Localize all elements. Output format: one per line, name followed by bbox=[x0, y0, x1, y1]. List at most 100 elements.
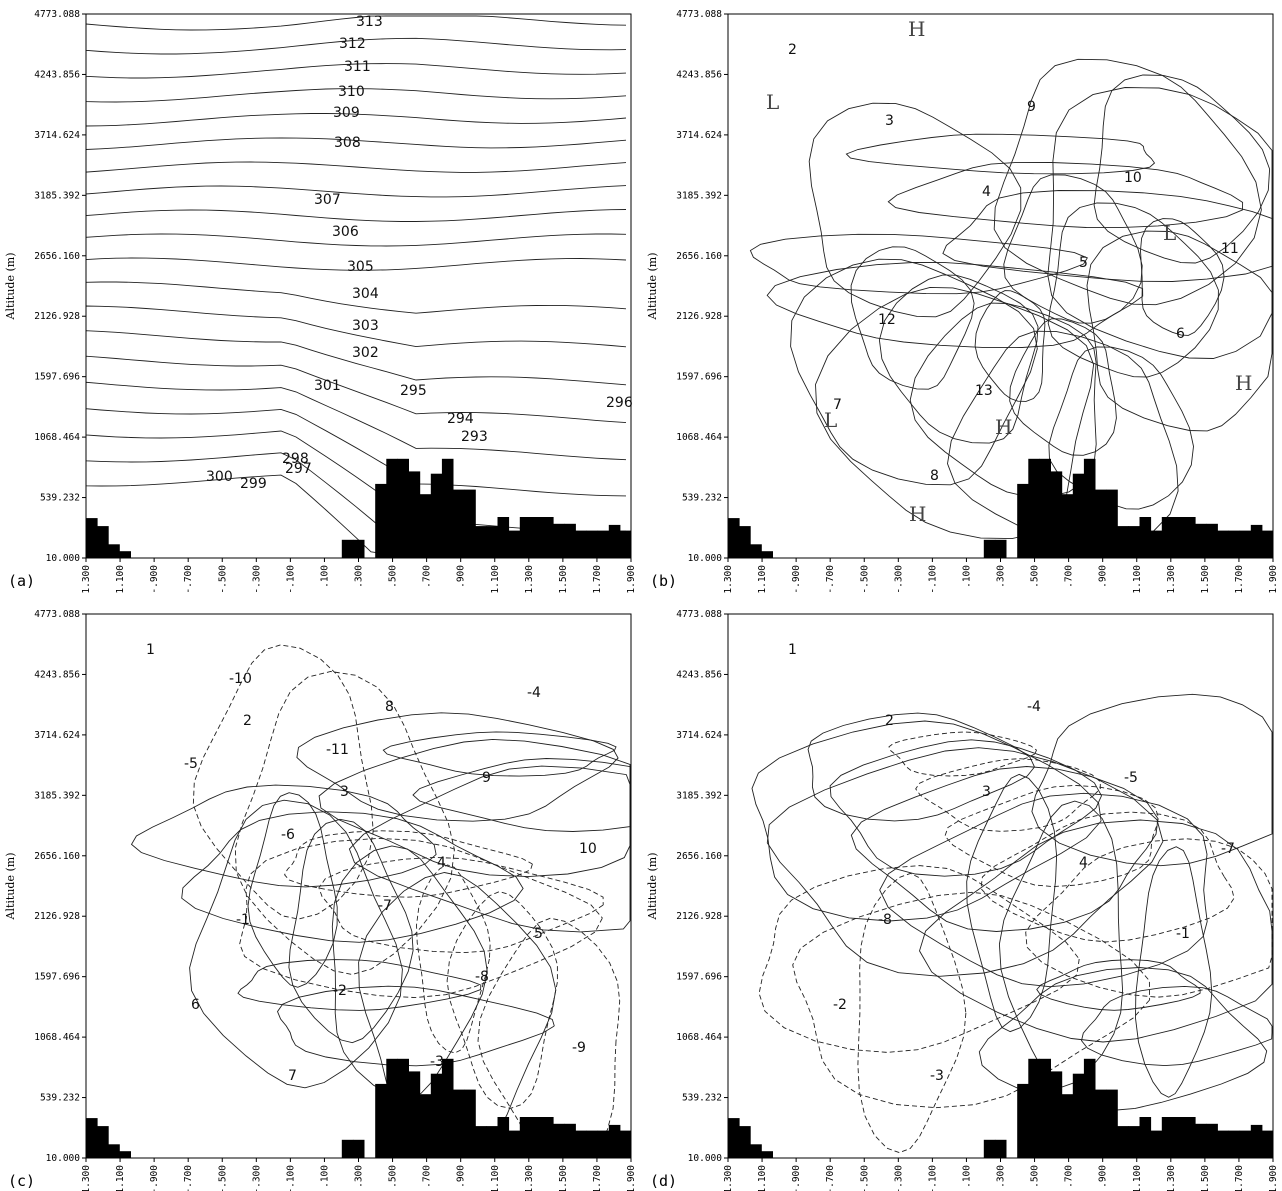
contour-line bbox=[749, 233, 1088, 295]
x-tick-label: 1.900 bbox=[1268, 565, 1279, 594]
terrain-bar bbox=[441, 458, 454, 558]
terrain-bar bbox=[1217, 530, 1229, 558]
x-tick-label: -.900 bbox=[149, 1165, 160, 1191]
x-tick-label: .300 bbox=[354, 565, 365, 588]
contour-line bbox=[1047, 202, 1219, 378]
terrain-bar bbox=[497, 517, 510, 558]
contour-label: 4 bbox=[437, 855, 446, 871]
panel-label: (d) bbox=[650, 1172, 677, 1190]
plot-frame bbox=[727, 613, 1274, 1159]
contour-label: 2 bbox=[243, 713, 252, 729]
terrain-bar bbox=[1072, 1073, 1085, 1158]
x-tick-label: 1.500 bbox=[558, 565, 569, 594]
y-tick-label: 2126.928 bbox=[34, 311, 80, 322]
contour-line bbox=[318, 738, 631, 878]
contour-line bbox=[974, 290, 1046, 402]
terrain-bar bbox=[750, 544, 762, 558]
contour-line bbox=[1140, 218, 1225, 336]
panel-label: (b) bbox=[650, 572, 677, 590]
x-tick-label: -.100 bbox=[927, 565, 938, 594]
contour-label: -2 bbox=[333, 983, 347, 999]
contour-line bbox=[993, 58, 1262, 306]
contour-line bbox=[879, 792, 1208, 988]
terrain-bar bbox=[761, 1151, 773, 1158]
contour-line bbox=[247, 792, 338, 988]
y-axis-label: Altitude (m) bbox=[646, 853, 659, 921]
contour-line bbox=[85, 88, 627, 103]
terrain-bar bbox=[739, 1126, 751, 1158]
contour-line bbox=[909, 302, 1097, 498]
y-tick-label: 3185.392 bbox=[34, 190, 80, 201]
terrain-bar bbox=[564, 523, 576, 558]
terrain-bar bbox=[1039, 1058, 1051, 1158]
pressure-marker: L bbox=[766, 90, 779, 114]
terrain-bar bbox=[453, 1089, 465, 1158]
x-tick-label: .300 bbox=[996, 1165, 1007, 1188]
terrain-bar bbox=[761, 551, 773, 558]
x-tick-label: -.700 bbox=[825, 565, 836, 594]
y-tick-label: 1068.464 bbox=[34, 432, 80, 443]
contour-label: 3 bbox=[982, 784, 991, 800]
contour-line bbox=[857, 872, 967, 1154]
contour-label: 313 bbox=[356, 14, 383, 30]
contour-line bbox=[85, 233, 627, 247]
terrain-bar bbox=[994, 539, 1007, 558]
terrain-bar bbox=[542, 517, 554, 558]
x-tick-label: .500 bbox=[1030, 1165, 1041, 1188]
terrain-bar bbox=[1261, 530, 1274, 558]
terrain-bar bbox=[1017, 1083, 1029, 1158]
contour-line bbox=[85, 355, 627, 424]
contour-line bbox=[85, 113, 627, 127]
terrain-bar bbox=[530, 517, 543, 558]
terrain-bar bbox=[1150, 530, 1163, 558]
contour-label: 2 bbox=[788, 42, 797, 58]
contour-label: -4 bbox=[1027, 699, 1041, 715]
contour-label: 9 bbox=[482, 770, 491, 786]
contour-label: 7 bbox=[288, 1068, 297, 1084]
contour-label: -11 bbox=[326, 742, 349, 758]
contour-label: 295 bbox=[400, 383, 427, 399]
contour-line bbox=[915, 758, 1101, 832]
terrain-bar bbox=[1228, 1130, 1241, 1158]
terrain-bar bbox=[1195, 1123, 1207, 1158]
terrain-bar bbox=[597, 1130, 610, 1158]
terrain-bar bbox=[750, 1144, 762, 1158]
terrain-bar bbox=[1106, 489, 1118, 558]
contour-line bbox=[130, 784, 437, 888]
x-tick-label: 1.700 bbox=[1234, 565, 1245, 594]
x-tick-label: 1.300 bbox=[81, 1165, 92, 1191]
x-tick-label: -.700 bbox=[183, 565, 194, 594]
y-tick-label: 2656.160 bbox=[34, 251, 80, 262]
contour-line bbox=[845, 133, 1156, 175]
terrain-bar bbox=[419, 494, 432, 558]
contour-label: 312 bbox=[339, 36, 366, 52]
x-tick-label: -.500 bbox=[859, 565, 870, 594]
x-tick-label: 1.300 bbox=[81, 565, 92, 594]
contour-line bbox=[919, 819, 1273, 1043]
contour-label: 308 bbox=[334, 135, 361, 151]
y-tick-label: 10.000 bbox=[688, 553, 723, 564]
y-tick-label: 1597.696 bbox=[34, 372, 80, 383]
x-tick-label: .500 bbox=[388, 565, 399, 588]
contour-line bbox=[416, 864, 491, 1054]
pressure-marker: H bbox=[908, 17, 925, 41]
contour-line bbox=[887, 161, 1244, 229]
y-axis-label: Altitude (m) bbox=[4, 853, 17, 921]
y-tick-label: 3185.392 bbox=[34, 790, 80, 801]
terrain-bar bbox=[530, 1117, 543, 1158]
terrain-bar bbox=[486, 1126, 498, 1158]
terrain-bar bbox=[1139, 517, 1152, 558]
terrain-bar bbox=[108, 1144, 120, 1158]
contour-label: 4 bbox=[1079, 855, 1088, 871]
terrain-bar bbox=[1061, 494, 1074, 558]
terrain-bar bbox=[608, 1124, 621, 1158]
x-tick-label: -.700 bbox=[183, 1165, 194, 1191]
x-tick-label: 1.700 bbox=[592, 1165, 603, 1191]
terrain-bar bbox=[375, 483, 387, 558]
y-tick-label: 4243.856 bbox=[676, 669, 722, 680]
y-tick-label: 2656.160 bbox=[676, 251, 722, 262]
contour-label: 306 bbox=[332, 224, 359, 240]
contour-line bbox=[766, 747, 1164, 977]
x-tick-label: 1.100 bbox=[1132, 565, 1143, 594]
terrain-bar bbox=[1172, 1117, 1185, 1158]
